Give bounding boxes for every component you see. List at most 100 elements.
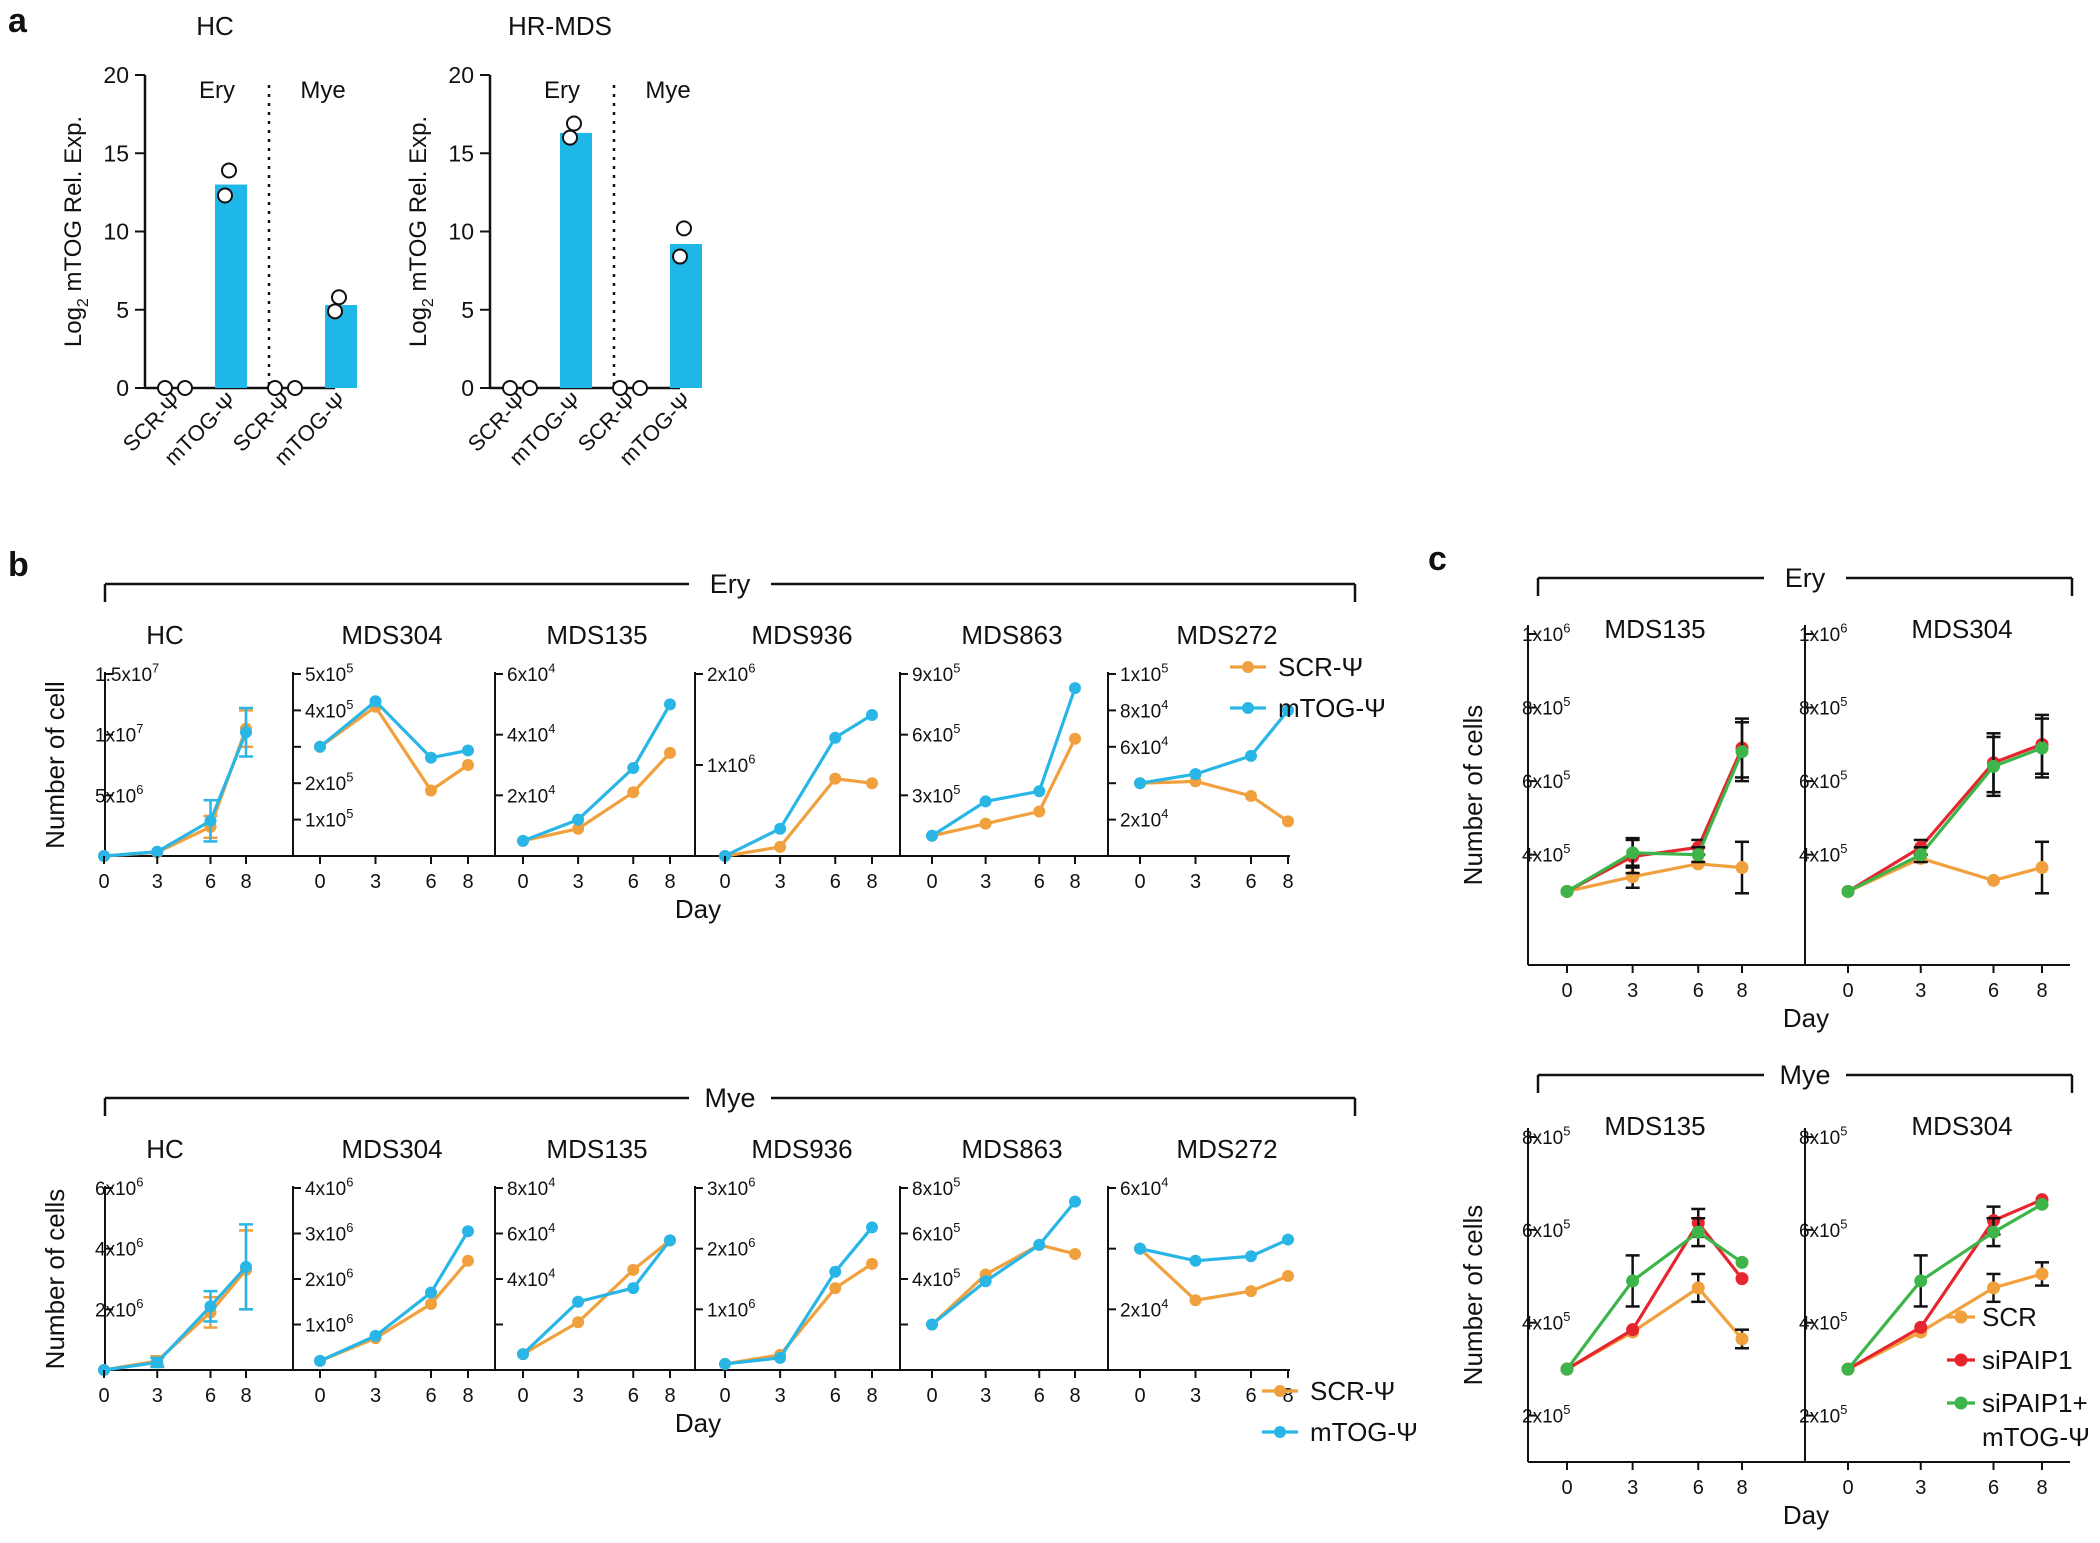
x-tick-label: 0 — [517, 1385, 528, 1407]
y-tick-label: 6x105 — [912, 1220, 960, 1246]
data-point — [627, 786, 640, 799]
y-tick-label: 6x105 — [1522, 1216, 1570, 1242]
y-tick-label: 8x105 — [1522, 1123, 1570, 1149]
subplot-title: MDS135 — [546, 1134, 647, 1164]
x-tick-label: 3 — [1627, 980, 1638, 1002]
data-point — [1735, 1272, 1749, 1286]
line-panel-c-ery: MDS135 4x105 6x105 8x105 1x106 0 3 6 8 MDS304 4x10… — [1458, 614, 2070, 1033]
x-tick-label: 0 — [1134, 1385, 1145, 1407]
bar — [560, 132, 592, 388]
line-panel-b-mye: HC 2x106 4x106 6x106 0 3 6 8 MDS304 1x106 2x106 3x1… — [40, 1134, 1294, 1438]
x-tick-label: 3 — [1915, 1477, 1926, 1499]
data-point — [562, 129, 578, 146]
data-point — [1134, 1242, 1146, 1255]
series-line — [724, 776, 873, 858]
y-tick-label: 2x105 — [1522, 1402, 1570, 1428]
y-tick-label: 1x106 — [707, 1296, 755, 1322]
data-point — [517, 834, 529, 847]
data-point — [572, 1316, 585, 1329]
y-tick-label: 4x104 — [507, 1265, 555, 1291]
x-tick-label: 3 — [370, 1385, 381, 1407]
data-point — [1841, 884, 1855, 898]
data-point — [1626, 1323, 1640, 1337]
data-point — [204, 1300, 217, 1313]
subplot-title: MDS272 — [1176, 1134, 1277, 1164]
y-tick-label: 4x105 — [305, 697, 353, 723]
legend-label: SCR-Ψ — [1310, 1376, 1395, 1406]
y-tick-label: 6x105 — [912, 721, 960, 747]
x-tick-label: 6 — [1245, 871, 1256, 893]
group-label: Mye — [300, 77, 345, 104]
data-point — [1987, 1225, 2000, 1239]
subplot-title: MDS304 — [341, 1134, 442, 1164]
data-point — [425, 1286, 437, 1299]
y-axis-label: Log2 mTOG Rel. Exp. — [405, 116, 437, 347]
data-point — [1691, 1225, 1705, 1239]
y-tick-label: 3x106 — [305, 1220, 353, 1246]
subplot-title: MDS304 — [341, 620, 442, 650]
subplot-title: MDS135 — [546, 620, 647, 650]
x-tick-label: 8 — [1282, 871, 1293, 893]
bracket-label: Ery — [1785, 563, 1826, 593]
y-tick-label: 5 — [116, 297, 129, 323]
data-point — [829, 772, 842, 785]
x-tick-label: 8 — [240, 871, 251, 893]
y-tick-label: 8x105 — [1799, 694, 1847, 720]
legend-c-mye: SCR siPAIP1 siPAIP1+ mTOG-Ψ — [1947, 1302, 2090, 1452]
x-tick-label: 3 — [573, 871, 584, 893]
data-point — [1189, 1254, 1202, 1267]
y-tick-label: 6x104 — [507, 1220, 555, 1246]
data-point — [572, 1295, 585, 1308]
x-tick-label: 8 — [1736, 1477, 1747, 1499]
x-tick-label: 8 — [462, 1385, 473, 1407]
group-label: Mye — [645, 77, 690, 104]
data-point — [774, 1351, 787, 1364]
subplot-mds304: MDS304 2x105 4x105 6x105 8x105 0 3 6 8 — [1799, 1111, 2070, 1499]
y-axis-label: Number of cells — [1458, 705, 1488, 886]
chart-title: HC — [196, 11, 234, 41]
y-axis-label: Number of cell — [40, 681, 70, 849]
data-point — [632, 380, 648, 396]
y-tick-label: 1x106 — [1799, 620, 1847, 646]
series-line — [1139, 1238, 1289, 1263]
data-point — [369, 695, 382, 708]
series-line — [1139, 779, 1289, 823]
x-tick-label: 3 — [980, 871, 991, 893]
y-tick-label: 1.5x107 — [95, 660, 159, 686]
x-tick-label: 0 — [1561, 980, 1572, 1002]
data-point — [627, 1263, 640, 1276]
x-tick-label: 0 — [719, 871, 730, 893]
data-point — [1735, 861, 1749, 875]
x-tick-label: 0 — [926, 1385, 937, 1407]
data-point — [2035, 1197, 2049, 1211]
x-tick-label: 8 — [1069, 871, 1080, 893]
data-point — [425, 1298, 437, 1311]
y-tick-label: 5 — [461, 297, 474, 323]
series-line — [521, 1239, 672, 1356]
subplot-title: HC — [146, 620, 184, 650]
legend-label: siPAIP1+ — [1982, 1388, 2088, 1418]
x-tick-label: 0 — [517, 871, 528, 893]
x-tick-label: 0 — [1134, 871, 1145, 893]
data-point — [926, 829, 938, 842]
panel-letter-b: b — [8, 546, 29, 584]
data-point — [866, 777, 878, 790]
legend-label: mTOG-Ψ — [1278, 693, 1386, 723]
data-point — [1245, 749, 1257, 762]
subplot-mds936: MDS936 1x106 2x106 3x106 0 3 6 8 — [694, 1134, 900, 1407]
y-tick-label: 3x106 — [707, 1174, 755, 1200]
data-point — [425, 784, 437, 797]
data-point — [1691, 848, 1705, 862]
y-tick-label: 2x106 — [95, 1296, 143, 1322]
x-tick-label: 3 — [573, 1385, 584, 1407]
data-point — [829, 731, 842, 744]
data-point — [221, 162, 237, 179]
series-line — [319, 1230, 470, 1363]
x-tick-label: 8 — [1069, 1385, 1080, 1407]
series-line — [930, 1243, 1076, 1326]
data-point — [425, 751, 437, 764]
subplot-title: MDS304 — [1911, 614, 2012, 644]
group-bracket: Ery — [1536, 563, 2074, 596]
legend-label: SCR-Ψ — [1278, 652, 1363, 682]
x-tick-label: 8 — [866, 871, 877, 893]
